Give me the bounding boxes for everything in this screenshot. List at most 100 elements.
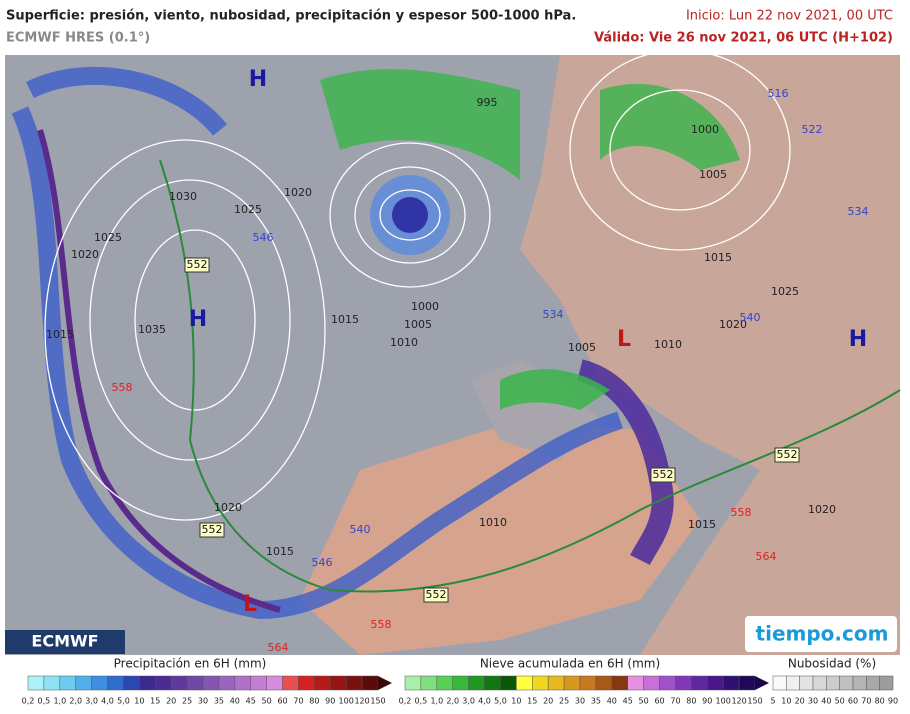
legend-tick-label: 0,2 [22,697,35,706]
isobar-label: 1030 [169,190,197,203]
legend-swatch [202,675,220,691]
legend-tick-label: 25 [182,697,192,706]
legend-title: Nubosidad (%) [788,657,876,671]
legend-swatch [595,675,613,691]
thickness-label: 522 [802,123,823,136]
legend-tick-label: 60 [277,697,287,706]
legend-tick-label: 35 [591,697,601,706]
pressure-center: L [617,327,631,352]
legend-tick-label: 40 [230,697,240,706]
legend-tick-label: 2,0 [446,697,459,706]
legend-tick-label: 40 [607,697,617,706]
legend-tick-label: 90 [702,697,712,706]
thickness-label: 540 [740,311,761,324]
isobar-label: 1020 [808,503,836,516]
legend-tick-label: 70 [861,697,871,706]
isobar-label: 995 [477,96,498,109]
legend-swatch [852,675,867,691]
ecmwf-logo-text: ECMWF [31,632,98,651]
legend-tick-label: 50 [835,697,845,706]
legend-tick-label: 50 [262,697,272,706]
legend-tick-label: 20 [795,697,805,706]
thickness-label: 552 [777,448,798,461]
legend-swatch [266,675,283,691]
legend-swatch [707,675,724,691]
legend-tick-label: 90 [325,697,335,706]
legend-swatch [722,675,740,691]
legend-tick-label: 3,0 [462,697,475,706]
legend-swatch [27,675,45,691]
tiempo-logo-text[interactable]: tiempo.com [756,622,889,646]
model: ECMWF HRES (0.1°) [6,31,150,46]
legend-swatch [186,675,204,691]
legend-title: Nieve acumulada en 6H (mm) [480,657,660,671]
pressure-center: L [243,592,257,617]
legend-swatch [107,675,124,691]
legend-swatch [404,675,422,691]
legend-tick-label: 0,2 [399,697,412,706]
title: Superficie: presión, viento, nubosidad, … [6,9,576,24]
legend-swatch [675,675,692,691]
legend-swatch [43,675,61,691]
isobar-label: 1020 [71,248,99,261]
legend-swatch [866,675,880,691]
pressure-center: H [249,67,267,92]
legend-swatch [879,675,894,691]
legend-swatch [170,675,188,691]
legend-swatch [218,675,236,691]
thickness-label: 552 [653,468,674,481]
thickness-label: 546 [312,556,333,569]
isobar-label: 1025 [234,203,262,216]
legend-swatch [799,675,814,691]
thickness-label: 564 [268,641,289,654]
legend-swatch [826,675,840,691]
isobar-label: 1020 [719,318,747,331]
isobar-label: 1015 [266,545,294,558]
legend-swatch [91,675,108,691]
isobar-label: 1005 [699,168,727,181]
legend-swatch [547,675,565,691]
legend-tick-label: 30 [808,697,818,706]
legend-tick-label: 80 [875,697,885,706]
legend-swatch [532,675,549,691]
legend-swatch [516,675,533,691]
legend-tick-label: 5 [770,697,775,706]
legend-swatch [330,675,347,691]
legend-tick-label: 100 [716,697,731,706]
isobar-label: 1005 [404,318,432,331]
legend-tick-label: 100 [339,697,354,706]
thickness-label: 558 [371,618,392,631]
legend-tick-label: 45 [246,697,256,706]
legend-swatch [772,675,787,691]
legend-tick-label: 40 [821,697,831,706]
isobar-label: 1005 [568,341,596,354]
legend-swatch [123,675,140,691]
legend-tick-label: 5,0 [117,697,130,706]
legend-swatch [436,675,453,691]
legend-swatch [643,675,660,691]
legend-tick-label: 20 [166,697,176,706]
legend-swatch [282,675,299,691]
init-time: Inicio: Lun 22 nov 2021, 00 UTC [686,9,893,24]
pressure-center: H [849,327,867,352]
legend-swatch [420,675,438,691]
isobar-label: 1010 [654,338,682,351]
legend-swatch [452,675,469,691]
ecmwf-logo [5,630,125,654]
legend-swatch [627,675,644,691]
legend-tick-label: 80 [309,697,319,706]
legend-tick-label: 120 [354,697,369,706]
legend-swatch [611,675,628,691]
legend-swatch [691,675,708,691]
legend-tick-label: 30 [198,697,208,706]
legend-tick-label: 50 [639,697,649,706]
legend-swatch [786,675,800,691]
isobar-label: 1035 [138,323,166,336]
thickness-label: 534 [848,205,869,218]
legend-tick-label: 15 [150,697,160,706]
tiempo-logo[interactable] [745,616,897,652]
thickness-label: 558 [731,506,752,519]
legend-swatch [75,675,92,691]
legend-swatch [563,675,581,691]
legend-tick-label: 70 [293,697,303,706]
